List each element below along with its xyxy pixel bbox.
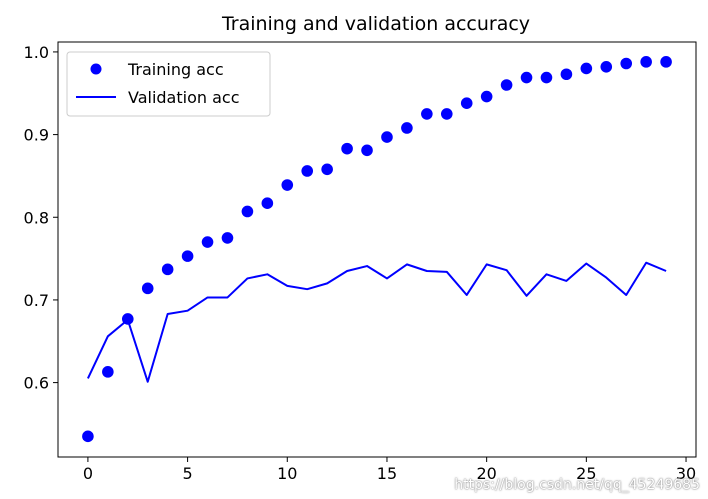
training-point: [560, 68, 573, 81]
training-point: [421, 108, 433, 120]
x-tick-label: 25: [576, 464, 596, 483]
y-tick-label: 0.8: [24, 208, 49, 227]
x-tick-label: 0: [83, 464, 93, 483]
training-point: [82, 430, 94, 443]
legend-marker-training: [90, 63, 102, 75]
training-point: [460, 97, 473, 109]
watermark: https://blog.csdn.net/qq_45249685: [454, 477, 700, 493]
legend-label-validation: Validation acc: [128, 88, 240, 107]
x-tick-label: 30: [676, 464, 696, 483]
training-point: [640, 56, 652, 68]
training-point: [660, 56, 672, 68]
training-point: [620, 57, 633, 70]
training-point: [161, 263, 174, 276]
training-point: [500, 79, 513, 91]
training-point: [201, 236, 214, 248]
training-point: [102, 366, 114, 378]
training-point: [440, 108, 453, 120]
legend-box: [66, 51, 271, 117]
training-point: [361, 144, 373, 157]
training-point: [520, 71, 533, 84]
training-point: [261, 197, 274, 210]
validation-line: [87, 261, 667, 383]
x-tick-label: 15: [377, 464, 397, 483]
training-point: [480, 90, 493, 103]
training-point: [141, 282, 154, 295]
x-tick-label: 20: [476, 464, 496, 483]
legend: Training acc Validation acc: [66, 51, 271, 117]
training-point: [381, 131, 393, 143]
training-point: [600, 61, 613, 73]
plot-area: 0 5 10 15 20 25 30 0.6 0.7 0.8 0.9 1.0: [24, 41, 697, 483]
y-tick-label: 0.9: [24, 126, 49, 145]
training-point: [321, 163, 333, 176]
training-point: [401, 122, 413, 134]
y-tick-label: 1.0: [24, 43, 49, 62]
x-tick-label: 10: [277, 464, 297, 483]
training-point: [341, 142, 353, 155]
training-point: [121, 313, 134, 325]
training-point: [221, 232, 234, 244]
training-point: [540, 71, 553, 84]
training-point: [281, 179, 294, 191]
y-tick-label: 0.7: [24, 291, 49, 310]
training-point: [580, 62, 593, 75]
legend-label-training: Training acc: [127, 60, 224, 79]
y-tick-label: 0.6: [24, 374, 49, 393]
training-point: [181, 250, 194, 262]
x-tick-label: 5: [183, 464, 193, 483]
training-point: [241, 205, 254, 218]
chart-title: Training and validation accuracy: [221, 13, 530, 35]
axes-frame: [57, 41, 697, 458]
training-point: [301, 165, 314, 177]
